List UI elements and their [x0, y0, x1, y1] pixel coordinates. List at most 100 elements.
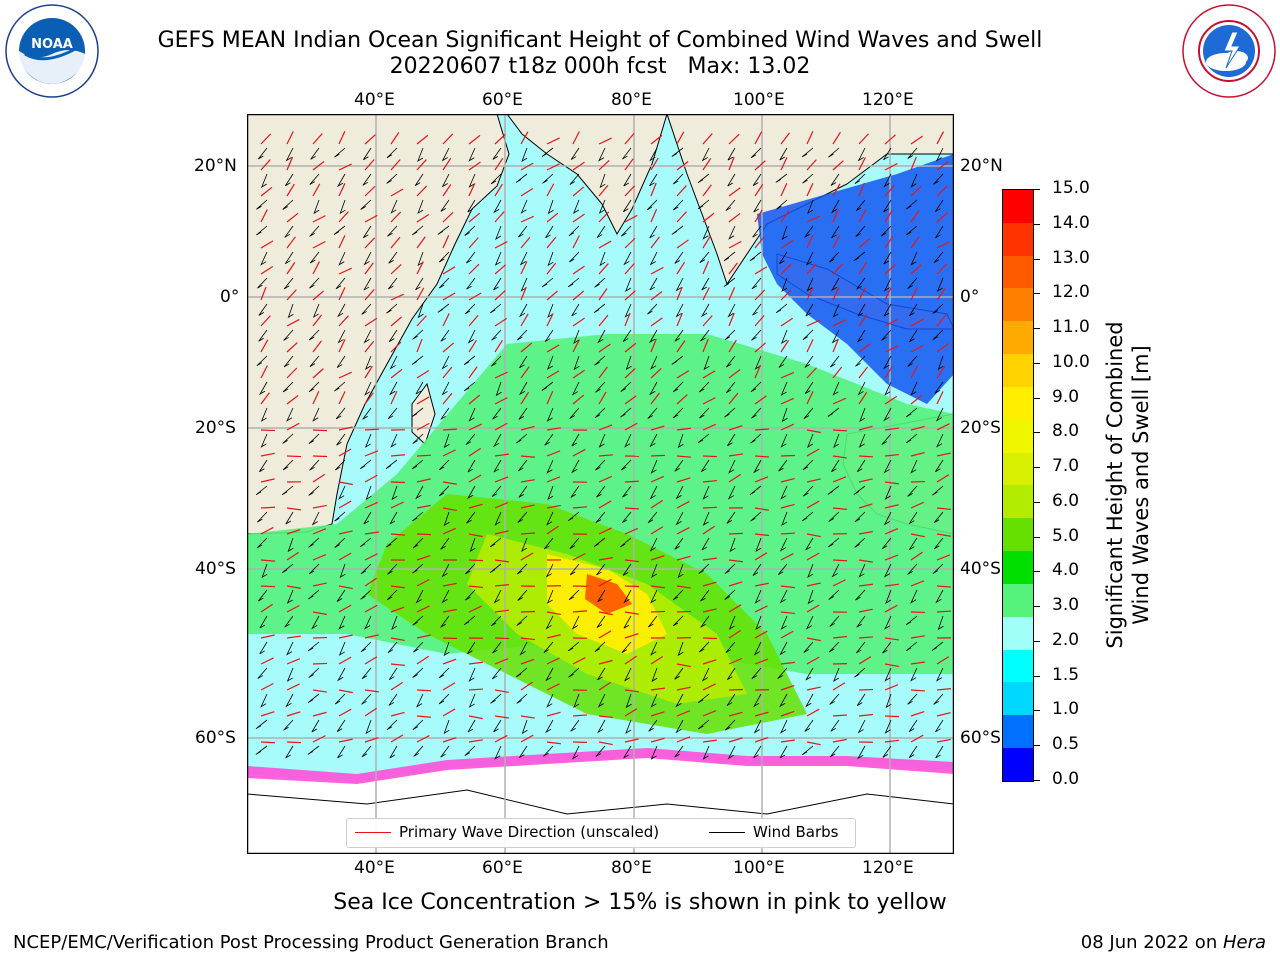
wind-barb [387, 563, 398, 575]
wave-direction-arrow [364, 262, 374, 275]
wind-barb [727, 147, 736, 161]
wind-barb [285, 511, 294, 525]
wind-barb [468, 173, 476, 188]
wind-barb [907, 277, 918, 289]
wind-barb [725, 719, 736, 731]
wave-direction-arrow [624, 342, 637, 353]
wave-direction-arrow [624, 158, 634, 171]
wind-barb [311, 511, 320, 526]
wind-barb [883, 511, 892, 526]
colorbar-segment [1003, 288, 1033, 322]
wind-barb [386, 147, 398, 159]
wave-direction-arrow [806, 448, 820, 457]
wind-barb [830, 719, 840, 732]
wind-barb [622, 147, 632, 160]
wave-direction-arrow [546, 344, 560, 353]
wind-barb [908, 537, 918, 551]
colorbar-segment [1003, 386, 1033, 420]
wave-direction-arrow [468, 585, 483, 589]
wind-barb [516, 615, 528, 626]
colorbar-tick-label: 0.0 [1052, 769, 1080, 789]
wave-direction-arrow [260, 657, 274, 665]
wave-direction-arrow [884, 264, 896, 275]
wind-barb [593, 537, 606, 547]
wind-barb [413, 641, 424, 653]
wave-direction-arrow [468, 474, 482, 483]
wind-barb [518, 225, 528, 238]
wind-barb [881, 433, 892, 445]
wind-barb [625, 693, 632, 709]
wave-direction-arrow [364, 392, 374, 405]
wind-barb [698, 719, 710, 730]
wave-direction-arrow [364, 501, 379, 509]
wind-barb [286, 667, 294, 682]
wave-direction-arrow [468, 182, 476, 197]
lat-label-right-40s: 40°S [960, 559, 1001, 579]
wind-barb [749, 485, 762, 495]
wave-direction-arrow [780, 132, 790, 145]
wind-barb [490, 693, 502, 704]
wave-direction-arrow [858, 343, 871, 353]
wind-barb [365, 719, 372, 735]
wave-direction-arrow [702, 506, 718, 509]
wind-barb [468, 147, 476, 162]
wave-direction-arrow [832, 714, 848, 717]
wind-barb [724, 407, 736, 418]
wave-direction-arrow [728, 312, 735, 327]
wind-barb [751, 667, 762, 679]
wave-direction-arrow [754, 183, 764, 197]
wave-direction-arrow [468, 314, 479, 327]
wave-direction-arrow [312, 368, 324, 379]
wind-barb [598, 433, 606, 448]
wind-barb [411, 225, 424, 236]
wind-barb [492, 407, 502, 420]
wind-barb [807, 199, 814, 214]
wind-barb [360, 199, 372, 210]
wind-barb [671, 147, 684, 157]
wave-direction-arrow [936, 131, 944, 145]
wind-barb [702, 745, 710, 760]
wind-barb [570, 485, 580, 498]
wind-barb [675, 693, 684, 708]
wave-direction-arrow [442, 658, 457, 665]
wind-barb [805, 667, 814, 681]
legend-barb-label: Wind Barbs [753, 823, 839, 841]
wave-direction-arrow [650, 454, 666, 457]
colorbar-segment [1003, 321, 1033, 355]
wind-barb [649, 381, 658, 396]
wave-direction-arrow [858, 608, 873, 613]
wind-barb [831, 277, 840, 292]
wave-direction-arrow [676, 211, 687, 223]
wave-direction-arrow [936, 533, 951, 537]
wind-barb [336, 719, 346, 732]
wave-direction-arrow [572, 369, 585, 379]
wave-direction-arrow [910, 287, 918, 301]
wave-direction-arrow [884, 583, 899, 587]
wind-barb [282, 459, 294, 471]
wind-barb [546, 355, 554, 370]
wave-direction-arrow [260, 315, 271, 327]
wave-direction-arrow [728, 453, 743, 457]
wave-direction-arrow [754, 236, 765, 249]
wind-barb [859, 407, 866, 423]
wind-barb [255, 485, 268, 496]
wind-barb [805, 303, 814, 317]
wave-direction-arrow [910, 210, 920, 223]
wave-direction-arrow [286, 131, 294, 145]
wind-barb [651, 667, 658, 683]
wave-direction-arrow [676, 527, 690, 535]
wave-direction-arrow [416, 261, 424, 275]
colorbar-tick-mark [1034, 397, 1040, 399]
wind-barb [336, 355, 346, 368]
wind-barb [649, 251, 658, 266]
wave-direction-arrow [338, 211, 349, 223]
wave-direction-arrow [832, 507, 847, 510]
wind-barb [308, 381, 320, 393]
wind-barb [388, 329, 398, 342]
wave-direction-arrow [546, 390, 554, 405]
wave-direction-arrow [780, 532, 796, 535]
wind-barb [466, 251, 476, 264]
wave-direction-arrow [858, 314, 868, 327]
wind-barb [541, 381, 554, 391]
wind-barb [282, 433, 294, 444]
